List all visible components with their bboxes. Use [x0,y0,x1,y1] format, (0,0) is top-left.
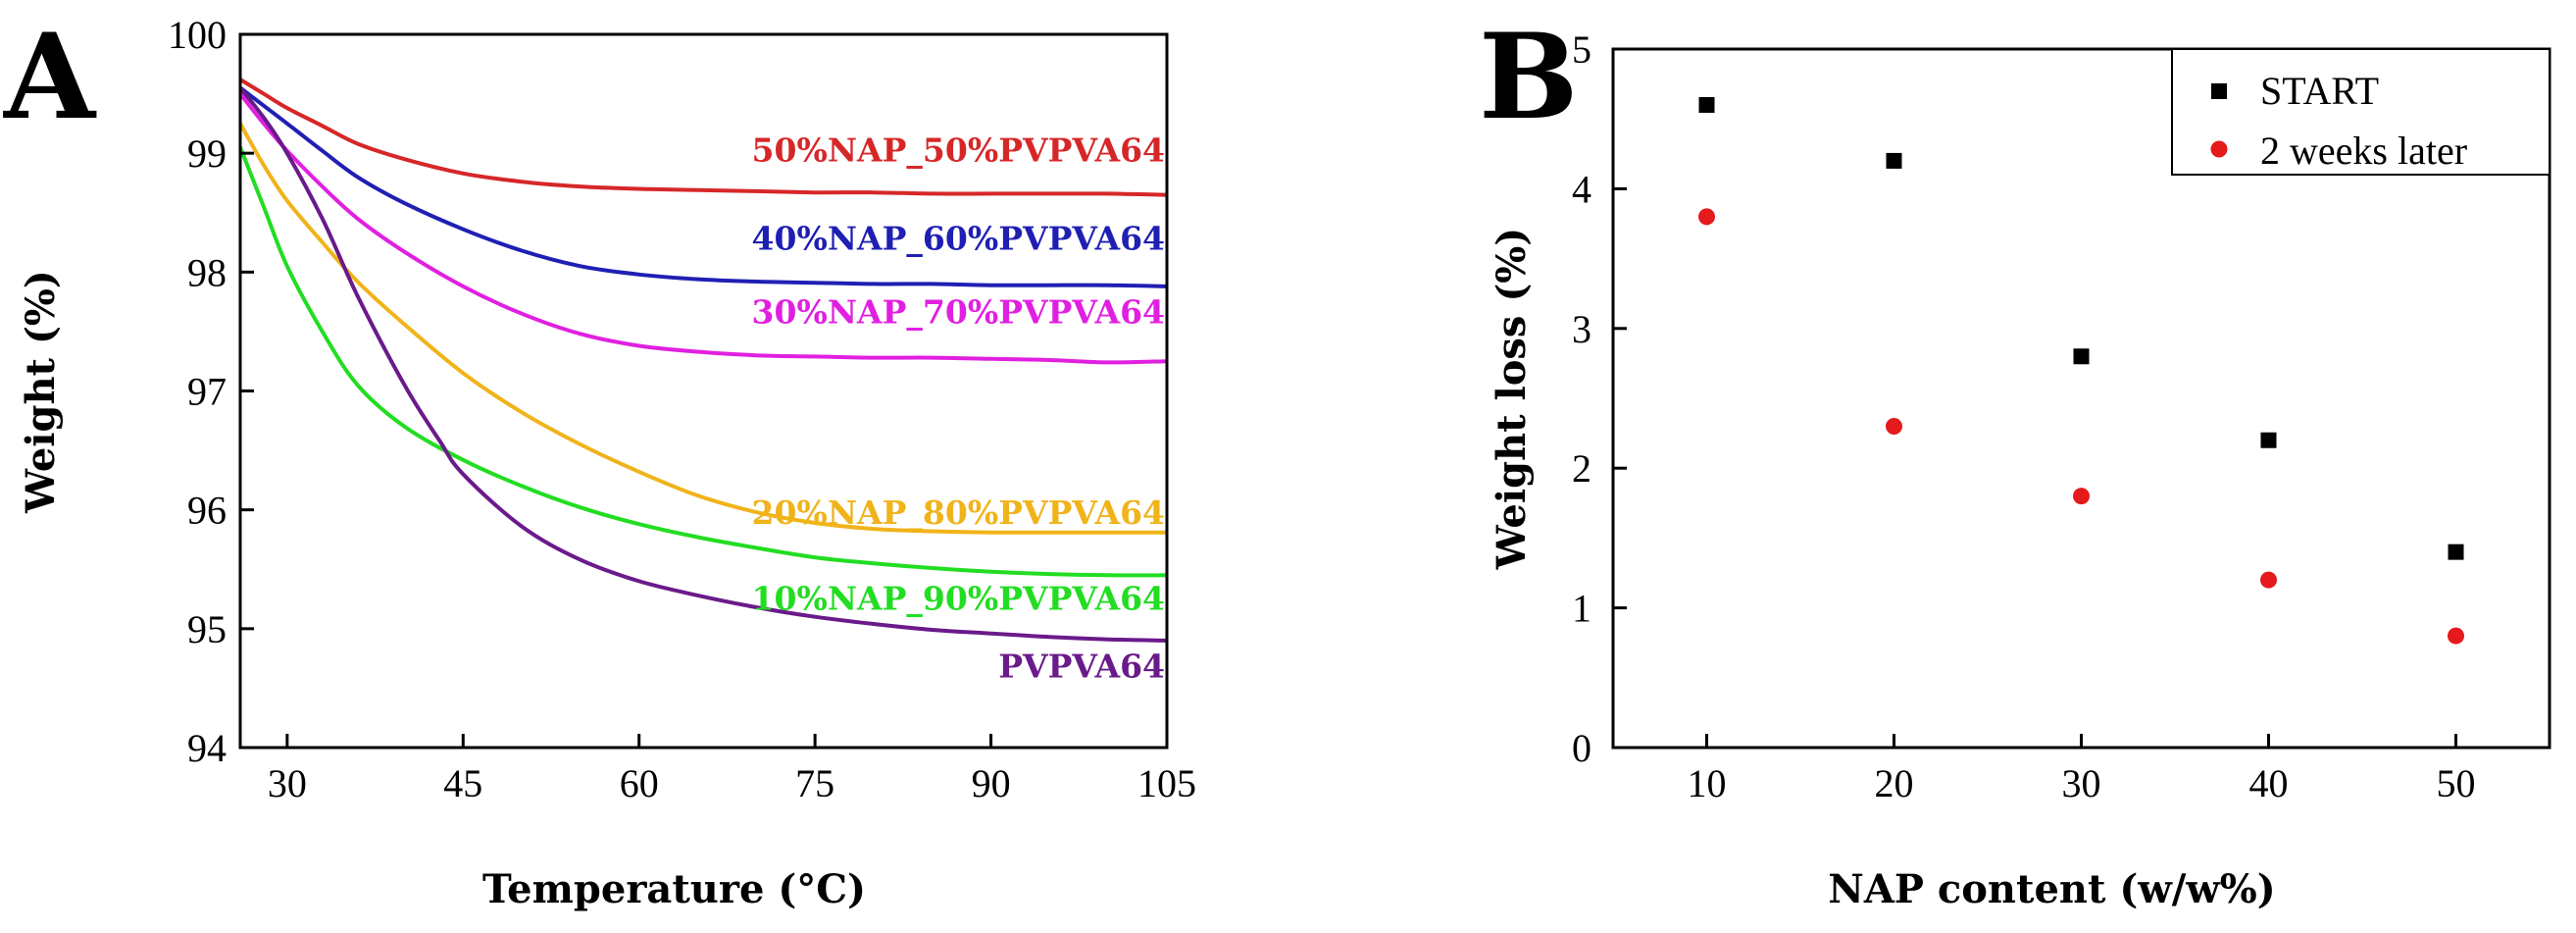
panel-b-ticks: 10 20 30 40 50 0 1 2 3 4 5 [1572,27,2476,805]
panel-b-letter: B [1479,8,1578,146]
panel-a-x-tick-label: 45 [443,761,482,805]
panel-a-x-tick-label: 60 [620,761,659,805]
panel-b-x-tick-label: 10 [1688,761,1727,805]
legend-box [2171,48,2551,176]
point-start [1886,152,1902,169]
curve-label-50-nap-50-pvpva64: 50%NAP_50%PVPVA64 [752,131,1165,170]
panel-a-series [238,78,1168,643]
panel-b-x-axis-title: NAP content (w/w%) [1828,866,2275,912]
panel-a-y-tick-label: 95 [187,607,227,651]
point-start [1698,96,1715,113]
panel-a-y-tick-label: 94 [187,726,227,770]
panel-b-y-axis-title: Weight loss (%) [1489,228,1535,570]
series-line-pvpva64 [238,86,1168,643]
curve-label-40-nap-60-pvpva64: 40%NAP_60%PVPVA64 [752,219,1165,257]
series-line-40-nap-60-pvpva64 [238,85,1168,288]
panel-a-ticks: 30 45 60 75 90 105 94 95 96 97 98 99 100 [168,13,1196,805]
legend-marker-2-weeks-later [2210,140,2228,158]
legend-marker-start [2211,83,2227,99]
curve-label-20-nap-80-pvpva64: 20%NAP_80%PVPVA64 [752,493,1165,532]
panel-b-x-tick-label: 30 [2062,761,2101,805]
point-start [2073,348,2090,365]
series-line-10-nap-90-pvpva64 [238,146,1168,578]
panel-a-y-tick-label: 100 [168,13,227,57]
panel-b-y-tick-label: 3 [1572,307,1591,351]
panel-a-y-tick-label: 98 [187,250,227,294]
curve-label-pvpva64: PVPVA64 [998,648,1165,686]
point-start [2260,432,2277,448]
series-line-30-nap-70-pvpva64 [238,92,1168,365]
panel-a: A 50%NAP_50%PVPVA64 40%NAP_60%PVPVA64 30%N… [3,8,1196,912]
panel-b-points [1698,96,2464,645]
panel-a-y-tick-label: 97 [187,370,227,414]
panel-b-y-tick-label: 1 [1572,587,1591,631]
curve-label-30-nap-70-pvpva64: 30%NAP_70%PVPVA64 [752,292,1165,331]
panel-a-plot-frame [238,32,1169,750]
point-start [2448,544,2464,560]
series-line-50-nap-50-pvpva64 [238,78,1168,197]
legend-label-2-weeks-later: 2 weeks later [2260,129,2467,173]
panel-a-x-axis-title: Temperature (°C) [482,866,866,912]
panel-a-y-tick-label: 96 [187,489,227,533]
panel-b-plot-frame [1611,47,2551,750]
panel-b-x-tick-label: 20 [1875,761,1914,805]
panel-b-x-tick-label: 40 [2249,761,2289,805]
point-2-weeks-later [1886,417,1902,435]
panel-b: B 10 20 30 40 50 0 1 2 3 4 5 START 2 weeks later N… [1479,8,2551,912]
panel-b-y-tick-label: 2 [1572,446,1591,491]
point-2-weeks-later [2073,488,2090,505]
panel-b-x-tick-label: 50 [2437,761,2476,805]
panel-a-y-axis-title: Weight (%) [18,270,64,514]
panel-b-y-tick-label: 0 [1572,726,1591,770]
curve-label-10-nap-90-pvpva64: 10%NAP_90%PVPVA64 [752,579,1165,617]
panel-a-curve-labels: 50%NAP_50%PVPVA64 40%NAP_60%PVPVA64 30%NAP… [752,131,1165,686]
panel-a-letter: A [3,8,97,146]
panel-a-x-tick-label: 105 [1137,761,1196,805]
panel-b-legend: START 2 weeks later [2171,48,2551,176]
panel-a-y-tick-label: 99 [187,131,227,176]
legend-label-start: START [2260,69,2379,113]
panel-a-x-tick-label: 30 [268,761,307,805]
series-line-20-nap-80-pvpva64 [238,122,1167,535]
panel-b-y-tick-label: 5 [1572,27,1591,72]
point-2-weeks-later [2260,571,2277,589]
panel-a-x-tick-label: 75 [795,761,834,805]
panel-a-x-tick-label: 90 [972,761,1011,805]
point-2-weeks-later [2448,627,2464,645]
panel-b-y-tick-label: 4 [1572,167,1591,211]
point-2-weeks-later [1698,208,1715,226]
